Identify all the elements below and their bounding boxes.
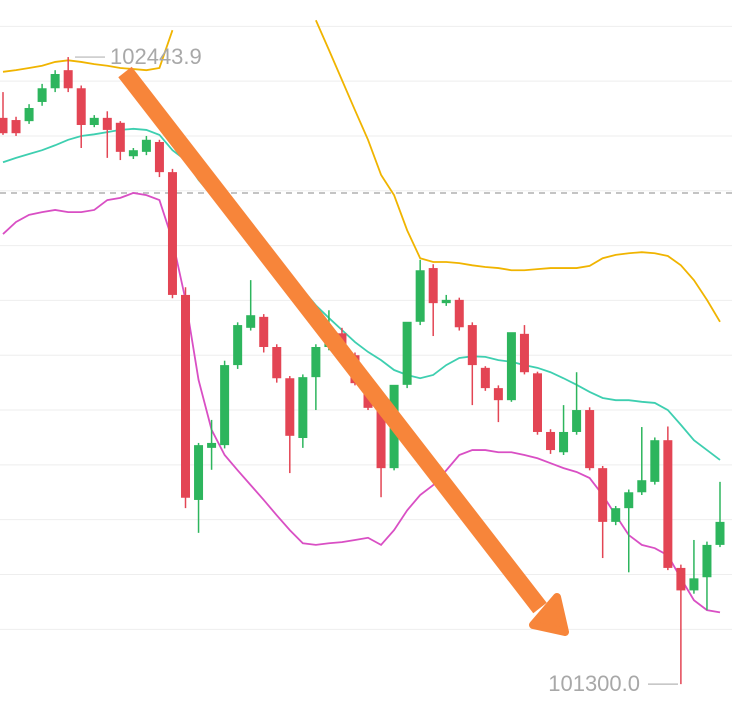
candle-body bbox=[89, 117, 99, 125]
candle-body bbox=[259, 316, 269, 348]
candle-body bbox=[272, 347, 282, 379]
candle-body bbox=[246, 315, 256, 328]
candle-body bbox=[572, 410, 582, 432]
trend-arrow bbox=[118, 66, 569, 636]
candle-body bbox=[546, 431, 556, 451]
candle-body bbox=[167, 172, 177, 295]
candle-body bbox=[24, 107, 34, 122]
arrow-head bbox=[529, 593, 569, 636]
annotation-label: 102443.9 bbox=[110, 44, 202, 69]
candle-body bbox=[63, 70, 73, 89]
band-line bbox=[2, 29, 174, 73]
candle-body bbox=[76, 88, 86, 125]
candle-body bbox=[141, 139, 151, 152]
candle-body bbox=[676, 567, 686, 591]
candle-body bbox=[207, 442, 217, 448]
candle-body bbox=[715, 521, 725, 545]
candle-body bbox=[559, 431, 569, 453]
candle-body bbox=[11, 120, 21, 134]
candle-body bbox=[50, 74, 60, 89]
candle-body bbox=[624, 492, 634, 509]
candle-body bbox=[181, 294, 191, 498]
candle-body bbox=[298, 377, 308, 439]
candle-body bbox=[285, 378, 295, 436]
candle-body bbox=[689, 578, 699, 591]
candle-body bbox=[663, 440, 673, 568]
candle-body bbox=[233, 325, 243, 366]
candle-body bbox=[220, 365, 230, 446]
candle-body bbox=[428, 268, 438, 304]
candle-body bbox=[611, 508, 621, 522]
annotations: 102443.9 101300.0 bbox=[75, 44, 678, 696]
candle-body bbox=[0, 117, 8, 134]
candle-body bbox=[519, 333, 529, 373]
candle-body bbox=[532, 373, 542, 432]
candle-body bbox=[493, 388, 503, 401]
candle-body bbox=[311, 347, 321, 378]
candle-body bbox=[702, 544, 712, 578]
annotation-label: 101300.0 bbox=[548, 671, 640, 696]
candle-body bbox=[585, 410, 595, 469]
candle-body bbox=[128, 150, 138, 157]
candle-body bbox=[467, 325, 477, 366]
candle-body bbox=[441, 299, 451, 304]
candle-body bbox=[650, 440, 660, 482]
candle-body bbox=[415, 270, 425, 322]
candle-body bbox=[102, 117, 112, 130]
candle-body bbox=[506, 332, 516, 401]
candle-body bbox=[154, 141, 164, 173]
candle-body bbox=[376, 397, 386, 469]
arrow-shaft bbox=[118, 66, 547, 614]
candle-body bbox=[402, 321, 412, 385]
candle-body bbox=[637, 480, 647, 493]
candle-body bbox=[454, 299, 464, 328]
candle-body bbox=[37, 88, 47, 102]
candle-body bbox=[115, 122, 125, 152]
bands bbox=[2, 19, 721, 614]
candle-body bbox=[598, 468, 608, 522]
candle-body bbox=[480, 367, 490, 389]
candle-body bbox=[194, 445, 204, 500]
band-line bbox=[315, 19, 721, 323]
